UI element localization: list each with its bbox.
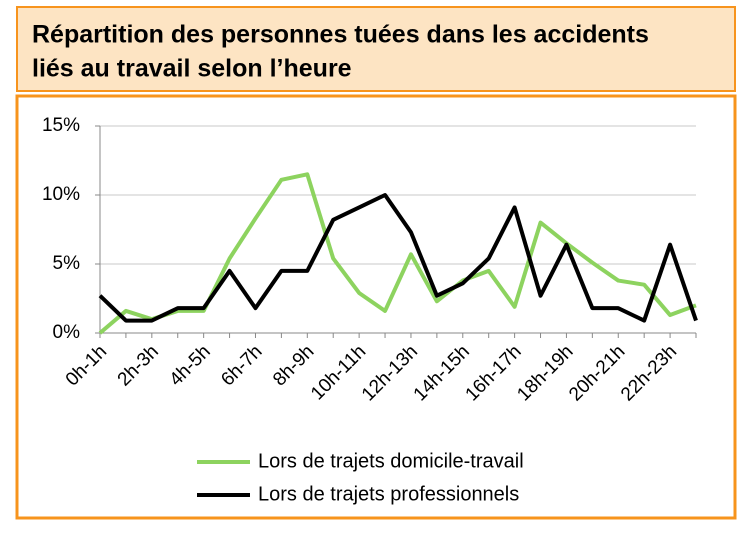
y-tick-label: 10%	[42, 184, 80, 205]
legend-label: Lors de trajets professionnels	[258, 483, 519, 505]
y-tick-label: 0%	[53, 322, 81, 343]
series-line	[98, 193, 698, 323]
chart-title: Répartition des personnes tuées dans les…	[32, 21, 649, 49]
chart-title: liés au travail selon l’heure	[32, 55, 352, 83]
series-line	[98, 172, 697, 335]
legend-label: Lors de trajets domicile-travail	[258, 450, 524, 472]
title-box	[16, 6, 736, 92]
y-tick-label: 15%	[42, 115, 80, 136]
y-tick-label: 5%	[53, 253, 81, 274]
